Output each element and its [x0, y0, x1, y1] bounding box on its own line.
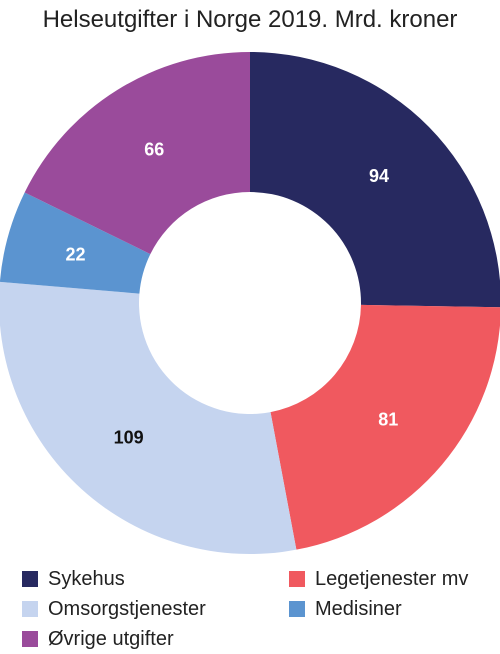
legend-label: Øvrige utgifter — [48, 628, 174, 650]
legend-item-omsorgstjenester: Omsorgstjenester — [22, 596, 206, 622]
legend-label: Legetjenester mv — [315, 568, 469, 590]
legend-swatch — [22, 631, 38, 647]
data-label: 109 — [114, 427, 144, 447]
legend-label: Sykehus — [48, 568, 125, 590]
data-label: 94 — [369, 166, 389, 186]
legend-item-medisiner: Medisiner — [289, 596, 402, 622]
legend-item-ovrige-utgifter: Øvrige utgifter — [22, 626, 174, 652]
legend-label: Medisiner — [315, 598, 402, 620]
data-label: 22 — [66, 245, 86, 265]
legend: Sykehus Legetjenester mv Omsorgstjeneste… — [0, 566, 500, 654]
legend-item-sykehus: Sykehus — [22, 566, 125, 592]
donut-chart: 94 81 109 22 66 — [0, 52, 500, 554]
legend-swatch — [22, 601, 38, 617]
slice--vrige-utgifter — [24, 52, 250, 255]
slice-omsorgstjenester — [0, 281, 297, 554]
slice-sykehus — [250, 52, 500, 308]
donut-slices — [0, 52, 500, 554]
legend-swatch — [289, 571, 305, 587]
chart-title: Helseutgifter i Norge 2019. Mrd. kroner — [42, 6, 458, 33]
slice-medisiner — [0, 192, 151, 294]
legend-label: Omsorgstjenester — [48, 598, 206, 620]
data-label: 81 — [378, 410, 398, 430]
slice-legetjenester-mv — [270, 304, 500, 550]
data-label: 66 — [144, 139, 164, 159]
slice-labels: 94 81 109 22 66 — [66, 139, 399, 447]
legend-item-legetjenester: Legetjenester mv — [289, 566, 468, 592]
legend-swatch — [22, 571, 38, 587]
legend-swatch — [289, 601, 305, 617]
